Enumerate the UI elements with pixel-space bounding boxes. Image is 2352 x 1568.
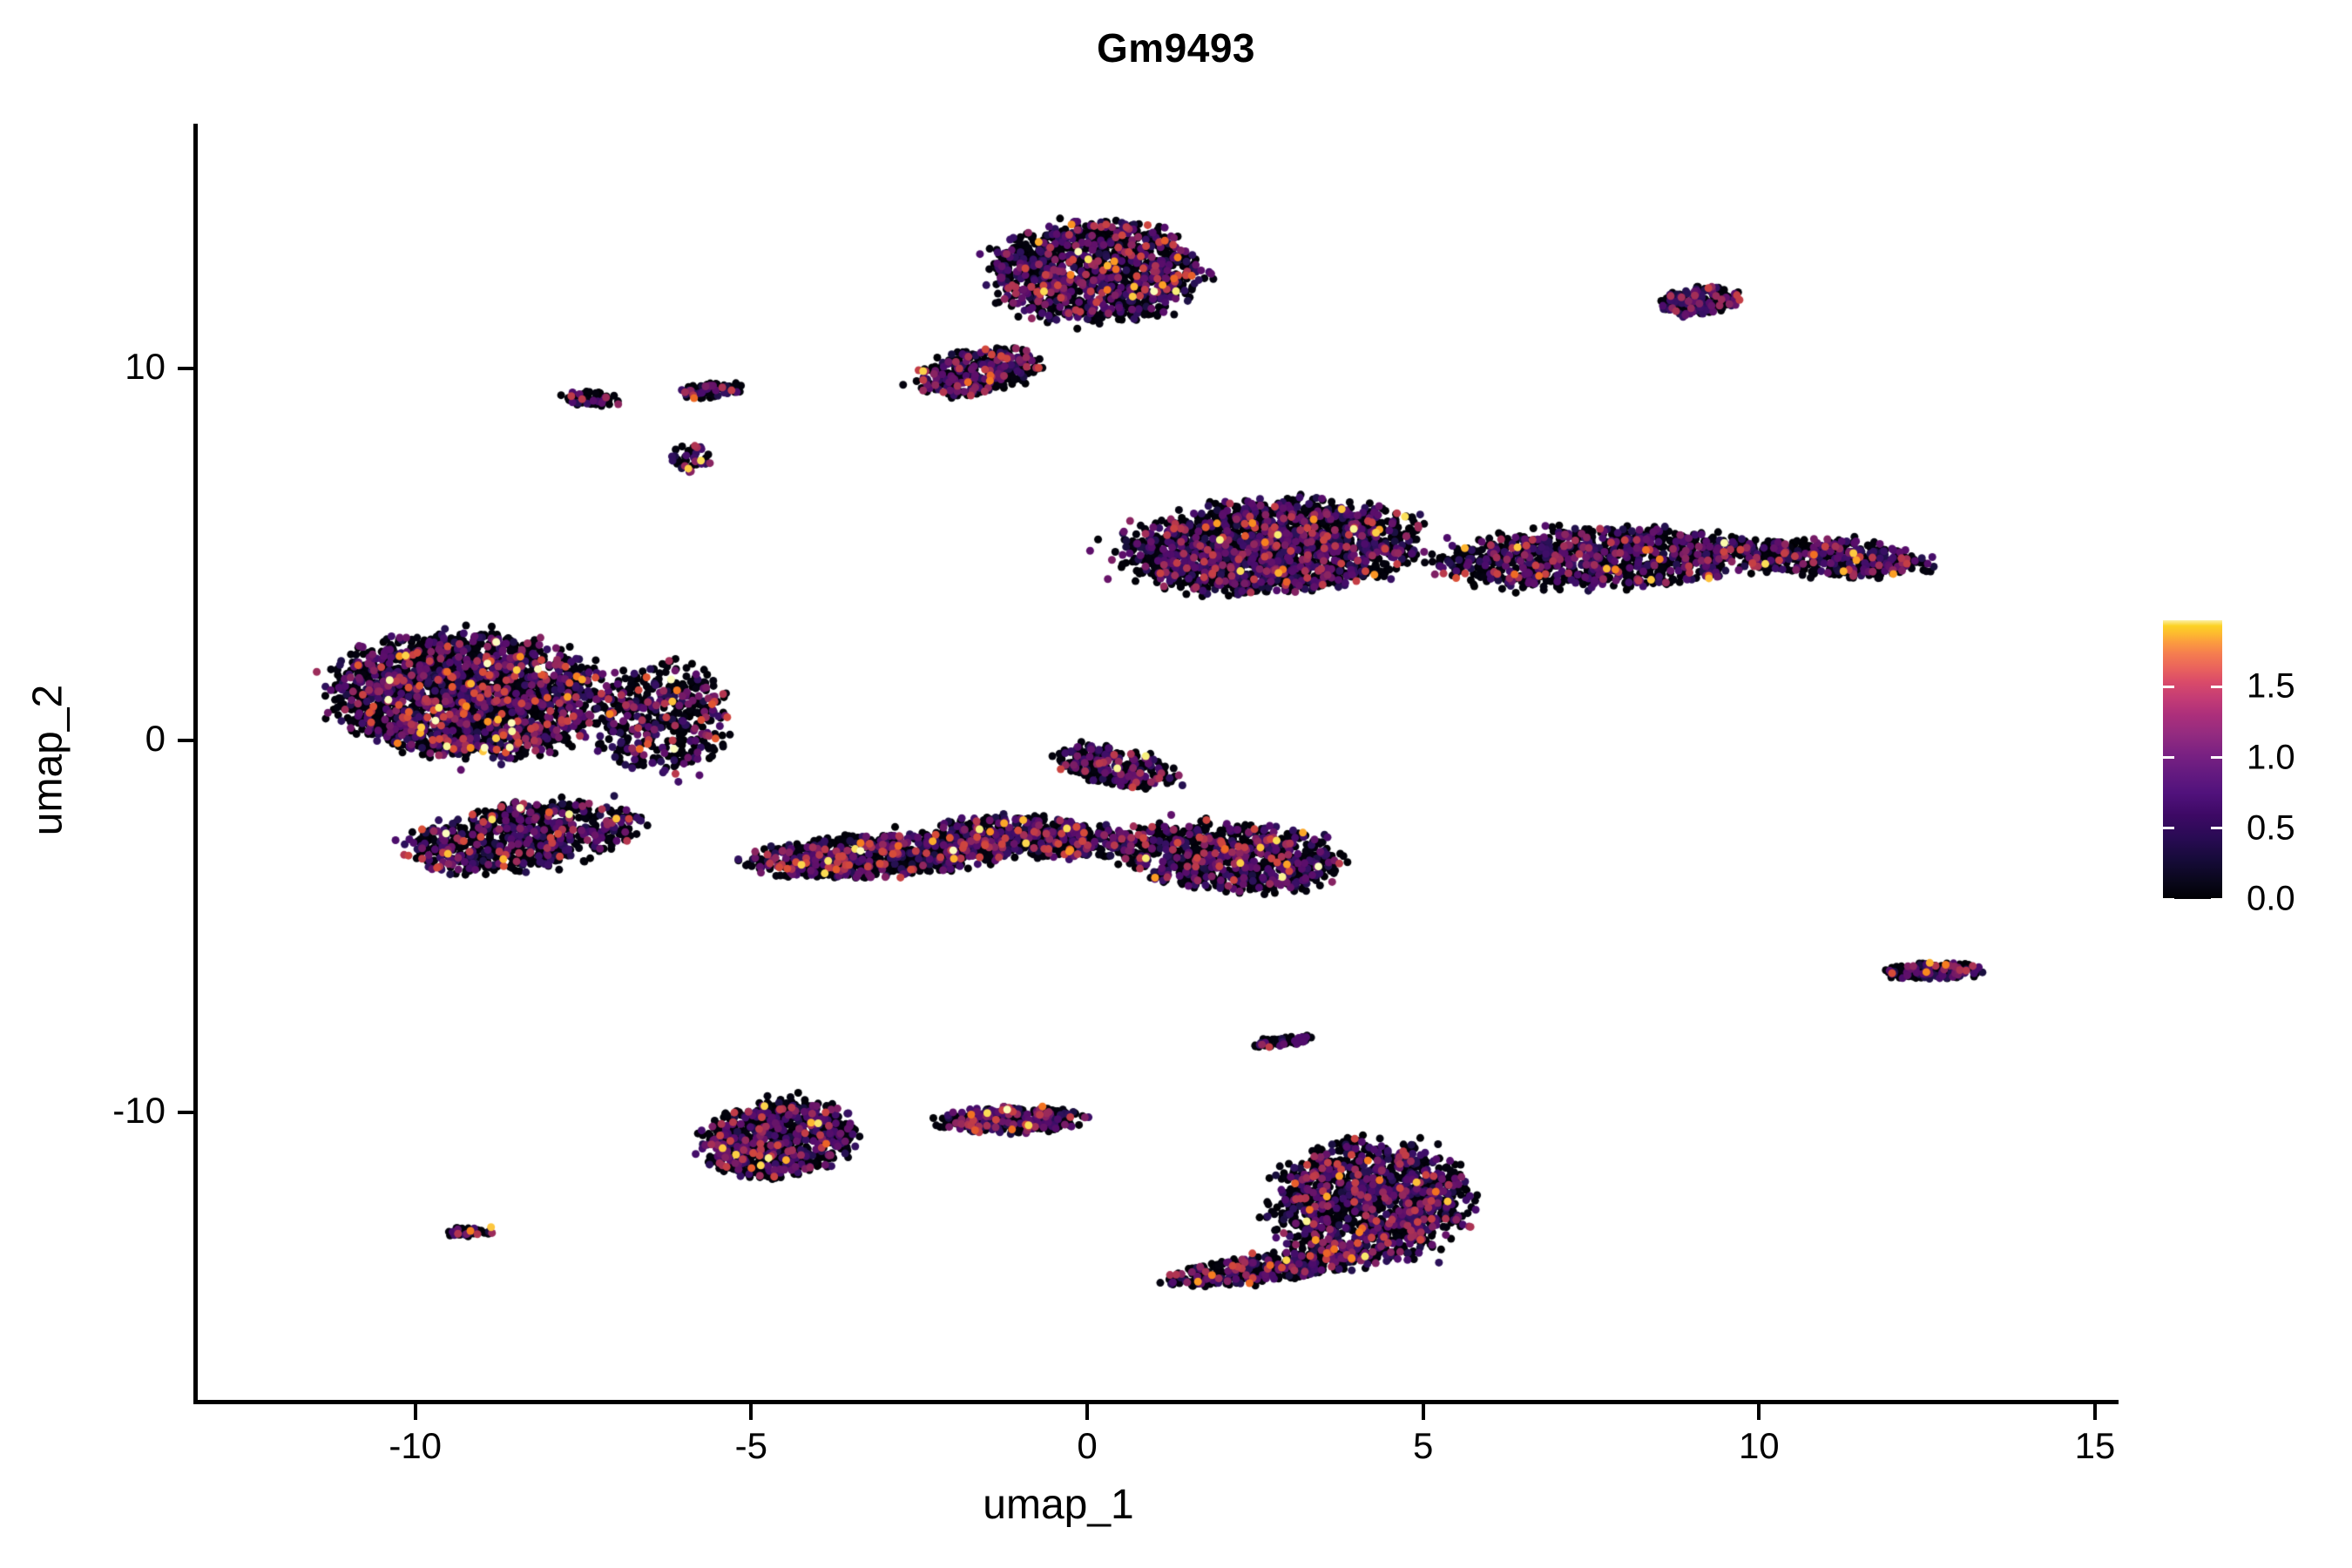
colorbar-tick-mark [2211,827,2222,830]
x-tick-label: 0 [1077,1425,1098,1466]
y-tick-mark [178,739,193,742]
colorbar-tick-mark [2163,897,2174,901]
x-tick-label: 5 [1412,1425,1434,1466]
colorbar-tick-label: 1.0 [2247,738,2295,777]
colorbar-tick-mark [2211,685,2222,688]
page-title: Gm9493 [1096,25,1255,71]
colorbar-tick-label: 0.5 [2247,808,2295,848]
x-tick-mark [749,1404,754,1420]
x-tick-label: 10 [1738,1425,1780,1466]
color-legend: 1.5 1.0 0.5 0.0 [2163,620,2352,918]
colorbar-gradient [2163,620,2222,899]
y-tick-label: 10 [125,346,166,387]
x-tick-mark [413,1404,417,1420]
x-tick-label: -5 [734,1425,768,1466]
x-tick-mark [2092,1404,2097,1420]
y-axis-line [193,124,198,1404]
scatter-points-layer [195,124,2117,1401]
plot-panel [195,124,2117,1401]
y-tick-label: 0 [145,718,166,759]
x-tick-mark [1421,1404,1425,1420]
y-axis-title: umap_2 [24,684,71,836]
colorbar-tick-label: 0.0 [2247,879,2295,918]
x-tick-label: -10 [389,1425,443,1466]
y-tick-mark [178,367,193,370]
x-axis-title: umap_1 [983,1482,1134,1528]
y-tick-label: -10 [112,1090,166,1131]
x-tick-mark [1757,1404,1761,1420]
colorbar-tick-mark [2163,756,2174,760]
colorbar-tick-label: 1.5 [2247,666,2295,706]
colorbar-tick-mark [2211,897,2222,901]
colorbar-tick-mark [2163,685,2174,688]
x-tick-mark [1085,1404,1089,1420]
colorbar-tick-mark [2163,827,2174,830]
x-axis-line [193,1400,2119,1404]
x-tick-label: 15 [2074,1425,2116,1466]
colorbar-tick-mark [2211,756,2222,760]
y-tick-mark [178,1111,193,1114]
